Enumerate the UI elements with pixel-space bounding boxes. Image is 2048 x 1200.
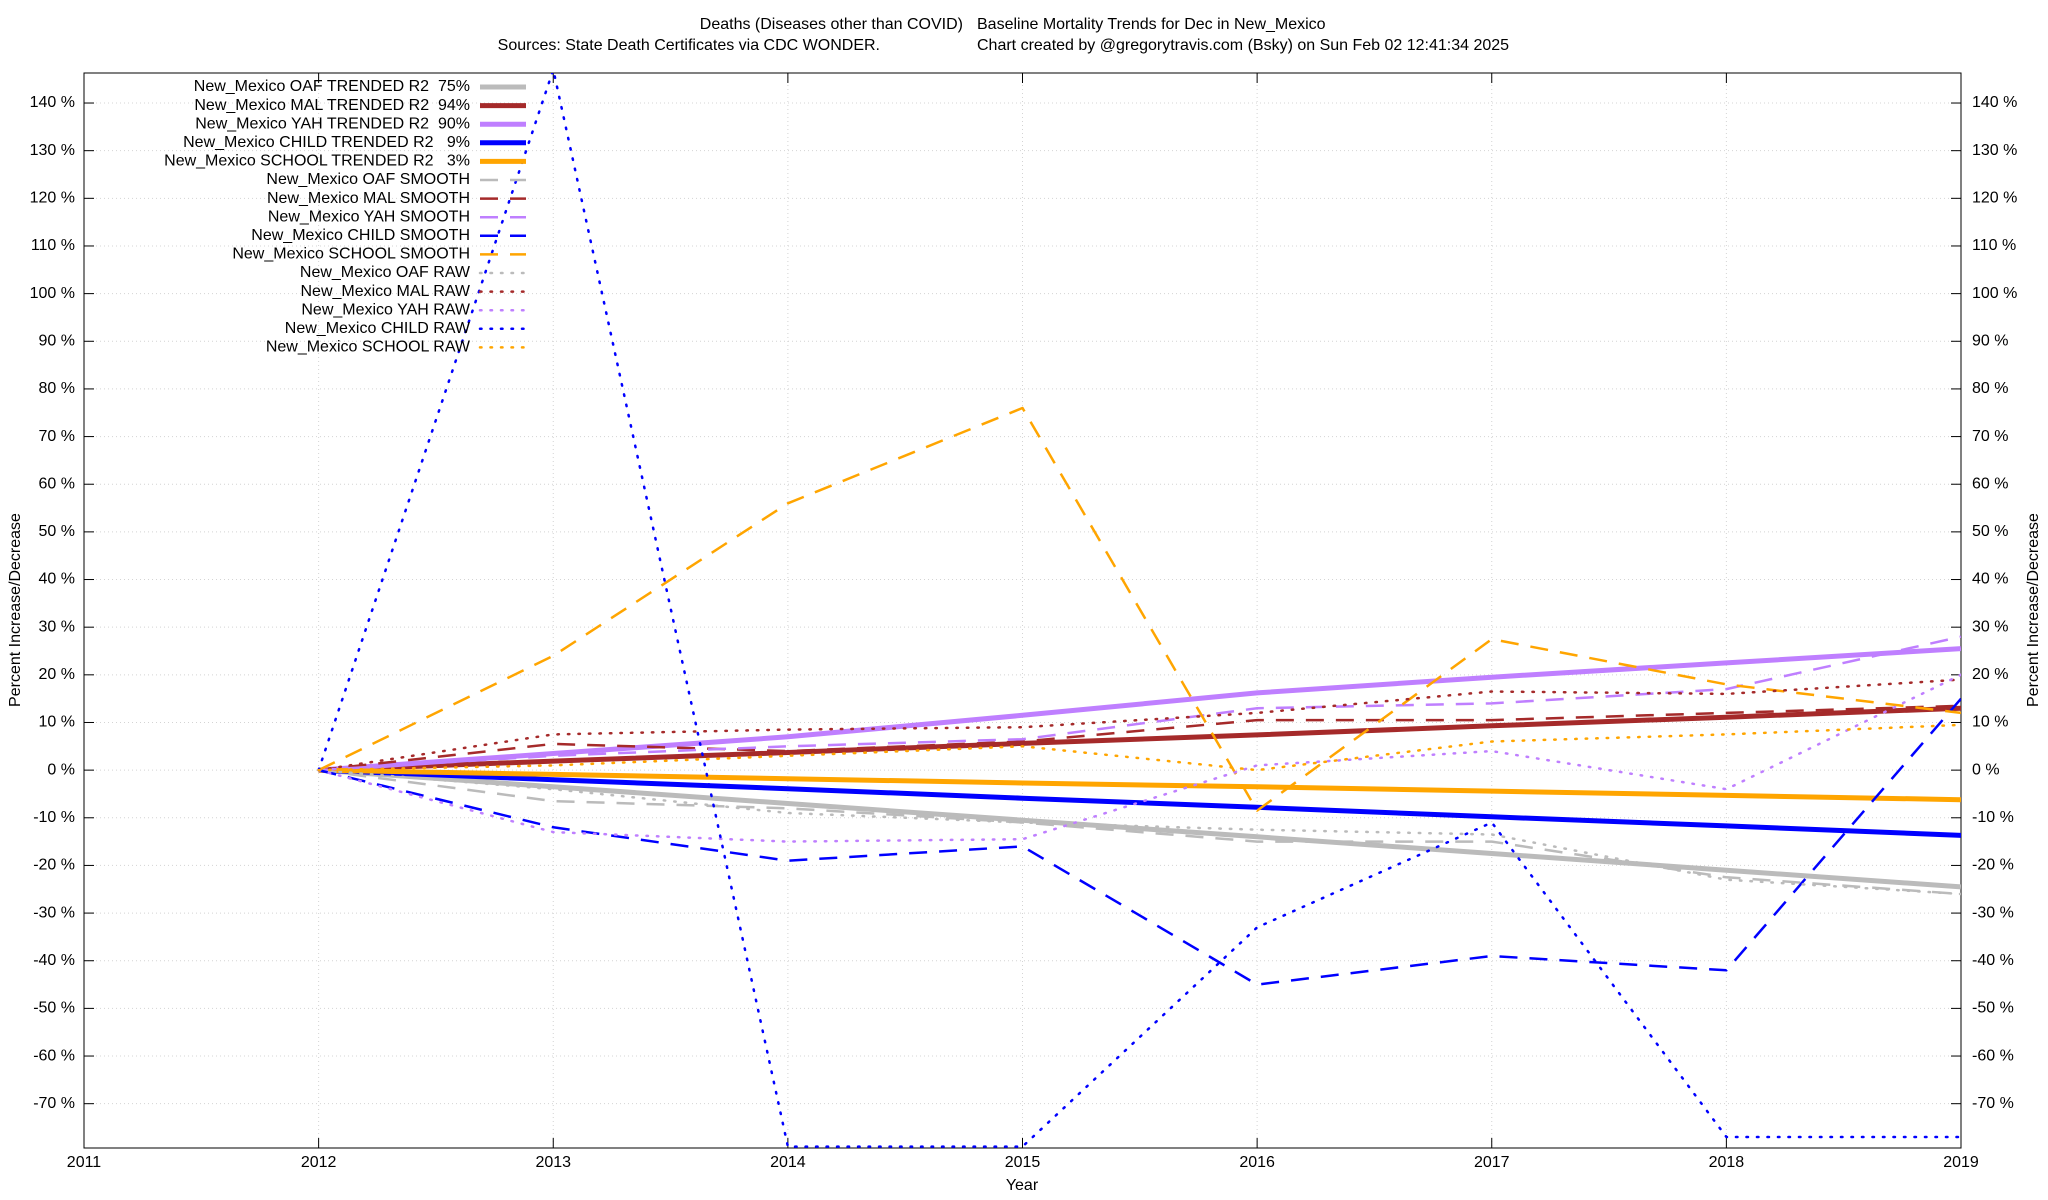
y-tick-label: 20 % bbox=[39, 666, 75, 683]
x-tick-label: 2013 bbox=[535, 1154, 571, 1171]
chart-subtitle: Chart created by @gregorytravis.com (Bsk… bbox=[977, 37, 1509, 54]
y2-tick-label: -20 % bbox=[1972, 857, 2014, 874]
y-tick-label: 80 % bbox=[39, 380, 75, 397]
legend-label: New_Mexico OAF RAW bbox=[300, 264, 471, 281]
x-tick-label: 2017 bbox=[1474, 1154, 1510, 1171]
series-line bbox=[318, 646, 1961, 773]
y2-tick-label: 90 % bbox=[1972, 332, 2008, 349]
legend-label: New_Mexico MAL RAW bbox=[300, 283, 470, 300]
chart-title: Deaths (Diseases other than COVID) bbox=[700, 16, 963, 33]
y2-tick-label: 80 % bbox=[1972, 380, 2008, 397]
y2-tick-label: -60 % bbox=[1972, 1047, 2014, 1064]
y-tick-label: 0 % bbox=[47, 761, 75, 778]
series-line bbox=[318, 767, 1961, 803]
y2-tick-label: 120 % bbox=[1972, 190, 2017, 207]
y-tick-label: 120 % bbox=[30, 190, 75, 207]
y2-tick-label: 140 % bbox=[1972, 94, 2017, 111]
x-tick-label: 2011 bbox=[67, 1154, 102, 1171]
chart-subtitle: Sources: State Death Certificates via CD… bbox=[498, 37, 880, 54]
y-tick-label: 40 % bbox=[39, 571, 75, 588]
y2-tick-label: 20 % bbox=[1972, 666, 2008, 683]
legend-label: New_Mexico SCHOOL TRENDED R2 3% bbox=[164, 153, 470, 170]
y-tick-label: 10 % bbox=[39, 714, 75, 731]
series-line bbox=[318, 768, 1961, 896]
series-line bbox=[318, 704, 1961, 772]
x-tick-label: 2012 bbox=[301, 1154, 337, 1171]
series-line bbox=[318, 697, 1961, 986]
y2-tick-label: -10 % bbox=[1972, 809, 2014, 826]
y-tick-label: 50 % bbox=[39, 523, 75, 540]
y2-tick-label: -50 % bbox=[1972, 1000, 2014, 1017]
series-line bbox=[318, 767, 1961, 838]
y-tick-label: 30 % bbox=[39, 618, 75, 635]
y-tick-label: -20 % bbox=[33, 857, 75, 874]
series-line bbox=[318, 406, 1961, 812]
y-tick-label: -40 % bbox=[33, 952, 75, 969]
legend-label: New_Mexico CHILD SMOOTH bbox=[251, 227, 470, 244]
y2-tick-label: -40 % bbox=[1972, 952, 2014, 969]
series-line bbox=[317, 768, 1961, 896]
y2-axis-label: Percent Increase/Decrease bbox=[2025, 513, 2042, 707]
y-tick-label: -30 % bbox=[33, 904, 75, 921]
x-tick-label: 2015 bbox=[1005, 1154, 1041, 1171]
legend-label: New_Mexico MAL TRENDED R2 94% bbox=[194, 97, 470, 114]
y2-tick-label: 30 % bbox=[1972, 618, 2008, 635]
y2-tick-label: 40 % bbox=[1972, 571, 2008, 588]
plot-area bbox=[317, 73, 1961, 1148]
x-tick-label: 2014 bbox=[770, 1154, 806, 1171]
y-tick-label: 90 % bbox=[39, 332, 75, 349]
legend-label: New_Mexico MAL SMOOTH bbox=[267, 190, 470, 207]
legend-label: New_Mexico SCHOOL SMOOTH bbox=[232, 246, 470, 263]
y2-tick-label: 110 % bbox=[1972, 237, 2016, 254]
y-tick-label: -10 % bbox=[33, 809, 75, 826]
x-tick-label: 2016 bbox=[1239, 1154, 1275, 1171]
x-tick-label: 2018 bbox=[1709, 1154, 1745, 1171]
chart-title: Baseline Mortality Trends for Dec in New… bbox=[977, 16, 1326, 33]
y2-tick-label: 0 % bbox=[1972, 761, 2000, 778]
legend-label: New_Mexico OAF TRENDED R2 75% bbox=[194, 78, 470, 95]
legend-label: New_Mexico YAH SMOOTH bbox=[268, 208, 470, 225]
y-tick-label: 70 % bbox=[39, 428, 75, 445]
y-tick-label: -60 % bbox=[33, 1047, 75, 1064]
y2-tick-label: 50 % bbox=[1972, 523, 2008, 540]
legend-label: New_Mexico YAH RAW bbox=[301, 301, 471, 318]
series-line bbox=[317, 73, 1961, 1148]
legend-label: New_Mexico OAF SMOOTH bbox=[266, 171, 470, 188]
y-tick-label: -50 % bbox=[33, 1000, 75, 1017]
y-tick-label: -70 % bbox=[33, 1095, 75, 1112]
legend-label: New_Mexico CHILD RAW bbox=[285, 320, 471, 337]
y-tick-label: 130 % bbox=[30, 142, 75, 159]
x-tick-label: 2019 bbox=[1943, 1154, 1979, 1171]
y-tick-label: 110 % bbox=[31, 237, 75, 254]
y-axis-label: Percent Increase/Decrease bbox=[7, 513, 24, 707]
y2-tick-label: 70 % bbox=[1972, 428, 2008, 445]
legend-label: New_Mexico SCHOOL RAW bbox=[266, 339, 471, 356]
y2-tick-label: 60 % bbox=[1972, 475, 2008, 492]
y2-tick-label: -70 % bbox=[1972, 1095, 2014, 1112]
legend-label: New_Mexico CHILD TRENDED R2 9% bbox=[183, 134, 470, 151]
series-line bbox=[318, 635, 1961, 772]
series-line bbox=[318, 705, 1961, 773]
series-line bbox=[318, 767, 1961, 890]
y2-tick-label: -30 % bbox=[1972, 904, 2014, 921]
y2-tick-label: 130 % bbox=[1972, 142, 2017, 159]
x-axis-label: Year bbox=[1006, 1177, 1039, 1194]
series-line bbox=[317, 723, 1961, 772]
y2-tick-label: 10 % bbox=[1972, 714, 2008, 731]
y-tick-label: 140 % bbox=[30, 94, 75, 111]
y-tick-label: 100 % bbox=[30, 285, 75, 302]
legend-label: New_Mexico YAH TRENDED R2 90% bbox=[195, 115, 470, 132]
plot-frame bbox=[83, 72, 1962, 1149]
y-tick-label: 60 % bbox=[39, 475, 75, 492]
y2-tick-label: 100 % bbox=[1972, 285, 2017, 302]
